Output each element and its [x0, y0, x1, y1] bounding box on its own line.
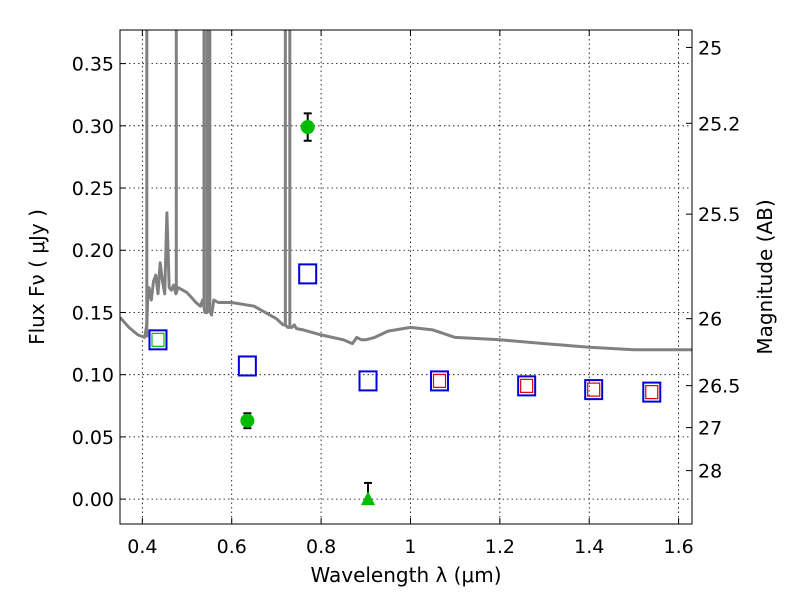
y-tick-label: 0.00	[72, 489, 114, 511]
sed-line	[120, 211, 692, 352]
plot-frame	[119, 29, 693, 525]
y-tick-label: 0.25	[72, 178, 114, 200]
axes: 0.4 0.6 0.8 1 1.2 1.4 1.6 0.00 0.05 0.10 0.15 0.20 0…	[72, 30, 740, 558]
right-tick-label: 25.5	[698, 204, 740, 226]
model-square	[642, 381, 662, 403]
right-tick-label: 25.2	[698, 113, 740, 135]
model-square	[358, 370, 378, 392]
x-tick-label: 1.4	[574, 536, 604, 558]
inner-square	[432, 373, 447, 389]
x-tick-label: 1.6	[663, 536, 693, 558]
right-tick-label: 28	[698, 461, 722, 483]
x-tick-label: 1.2	[485, 536, 515, 558]
y-tick-label: 0.30	[72, 116, 114, 138]
model-square	[237, 355, 257, 377]
right-tick-label: 25	[698, 37, 722, 59]
x-tick-label: 1	[404, 536, 416, 558]
y-axis-label-left: Flux Fν ( μJy )	[25, 209, 49, 345]
right-tick-label: 27	[698, 418, 722, 440]
inner-square	[645, 385, 659, 400]
x-tick-label: 0.8	[306, 536, 336, 558]
y-tick-label: 0.20	[72, 240, 114, 262]
inner-square	[587, 382, 601, 397]
right-tick-label: 26.5	[698, 376, 740, 398]
right-tick-label: 26	[698, 309, 722, 331]
inner-square	[520, 378, 534, 393]
inner-square	[151, 332, 165, 347]
grid-lines	[120, 30, 692, 524]
detection-point	[300, 120, 315, 135]
model-square	[584, 379, 604, 401]
model-square	[298, 263, 318, 285]
upper-limit-point	[361, 491, 376, 506]
y-tick-label: 0.05	[72, 427, 114, 449]
y-tick-label: 0.10	[72, 365, 114, 387]
x-tick-label: 0.6	[217, 536, 247, 558]
y-tick-label: 0.35	[72, 54, 114, 76]
detection-point	[240, 413, 255, 428]
y-axis-label-right: Magnitude (AB)	[753, 199, 777, 354]
x-axis-label: Wavelength λ (μm)	[310, 563, 501, 587]
model-square	[148, 329, 168, 351]
y-tick-label: 0.15	[72, 302, 114, 324]
model-square	[517, 375, 537, 397]
x-tick-label: 0.4	[127, 536, 157, 558]
model-square	[430, 370, 450, 392]
plot-area	[120, 30, 692, 506]
